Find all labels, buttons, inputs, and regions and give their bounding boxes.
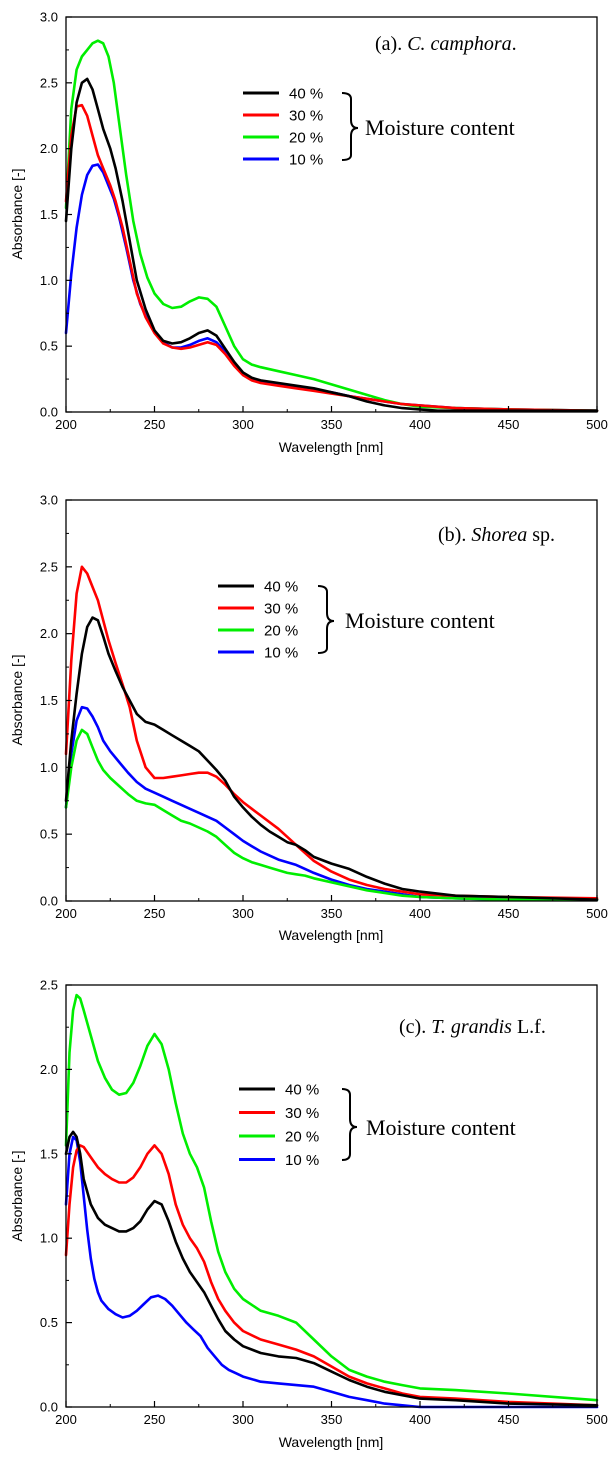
y-tick-label-b-3.0: 3.0 bbox=[40, 493, 58, 508]
panel-title-species-b: Shorea bbox=[471, 524, 527, 546]
y-tick-label-b-2.0: 2.0 bbox=[40, 626, 58, 641]
y-axis-label-c: Absorbance [-] bbox=[9, 1150, 25, 1241]
y-tick-label-b-1.5: 1.5 bbox=[40, 693, 58, 708]
y-tick-label-b-1.0: 1.0 bbox=[40, 760, 58, 775]
legend-label-a-30pct: 30 % bbox=[289, 108, 323, 125]
legend-label-a-40pct: 40 % bbox=[289, 86, 323, 103]
panel-title-b: (b). Shorea sp. bbox=[438, 524, 555, 546]
series-line-b-20pct bbox=[64, 728, 599, 902]
y-axis-label-a: Absorbance [-] bbox=[9, 168, 25, 259]
y-tick-label-a-2.0: 2.0 bbox=[40, 141, 58, 156]
panel-title-suffix-a: . bbox=[512, 33, 517, 55]
moisture-content-label-c: Moisture content bbox=[366, 1115, 516, 1140]
x-tick-label-b-350: 350 bbox=[321, 906, 343, 921]
x-tick-label-b-200: 200 bbox=[55, 906, 77, 921]
legend-a: 40 % 30 % 20 % 10 % bbox=[243, 86, 323, 169]
series-line-c-40pct bbox=[64, 1130, 599, 1407]
series-line-b-40pct bbox=[64, 616, 599, 902]
panel-title-c: (c). T. grandis L.f. bbox=[399, 1016, 546, 1038]
legend-c: 40 % 30 % 20 % 10 % bbox=[239, 1082, 319, 1169]
legend-brace-c bbox=[341, 1088, 358, 1161]
panel-title-species-c: T. grandis bbox=[431, 1016, 512, 1038]
y-tick-label-c-2.0: 2.0 bbox=[40, 1062, 58, 1077]
legend-brace-b bbox=[317, 585, 335, 654]
y-tick-label-b-0.5: 0.5 bbox=[40, 827, 58, 842]
x-tick-label-b-400: 400 bbox=[409, 906, 431, 921]
x-tick-label-c-500: 500 bbox=[586, 1412, 608, 1427]
panel-title-species-a: C. camphora bbox=[407, 33, 511, 55]
x-tick-label-a-200: 200 bbox=[55, 417, 77, 432]
legend-label-b-20pct: 20 % bbox=[264, 623, 298, 640]
x-tick-label-a-300: 300 bbox=[232, 417, 254, 432]
series-line-b-30pct bbox=[64, 565, 599, 900]
y-tick-label-a-3.0: 3.0 bbox=[40, 10, 58, 25]
series-line-a-10pct bbox=[64, 163, 599, 413]
y-tick-label-a-2.5: 2.5 bbox=[40, 75, 58, 90]
y-tick-label-c-2.5: 2.5 bbox=[40, 978, 58, 993]
y-tick-label-c-1.5: 1.5 bbox=[40, 1146, 58, 1161]
chart-panel-b: 200 250 300 350 400 450 500 0.0 0.5 1.0 1.5 2.0 2.5 3… bbox=[0, 489, 612, 977]
x-tick-label-b-250: 250 bbox=[144, 906, 166, 921]
moisture-content-label-a: Moisture content bbox=[365, 115, 515, 140]
series-line-c-20pct bbox=[64, 993, 599, 1402]
y-tick-label-b-2.5: 2.5 bbox=[40, 559, 58, 574]
plot-frame-a bbox=[65, 16, 598, 413]
y-tick-label-b-0.0: 0.0 bbox=[40, 894, 58, 909]
legend-label-a-20pct: 20 % bbox=[289, 130, 323, 147]
y-tick-label-a-0.0: 0.0 bbox=[40, 405, 58, 420]
panel-title-prefix-b: (b). bbox=[438, 524, 471, 546]
series-line-a-30pct bbox=[64, 103, 599, 413]
chart-panel-c: 200 250 300 350 400 450 500 0.0 0.5 1.0 1.5 2.0 2.5 … bbox=[0, 977, 612, 1465]
y-tick-label-c-0.0: 0.0 bbox=[40, 1400, 58, 1415]
x-tick-label-a-350: 350 bbox=[321, 417, 343, 432]
legend-label-b-40pct: 40 % bbox=[264, 579, 298, 596]
x-tick-label-c-450: 450 bbox=[498, 1412, 520, 1427]
legend-label-c-10pct: 10 % bbox=[285, 1152, 319, 1169]
y-tick-label-c-1.0: 1.0 bbox=[40, 1231, 58, 1246]
panel-title-a: (a). C. camphora. bbox=[375, 33, 517, 55]
legend-label-b-30pct: 30 % bbox=[264, 601, 298, 618]
chart-c-svg: 200 250 300 350 400 450 5000.00.51.01.52.02.5 … bbox=[9, 978, 608, 1451]
x-axis-label-a: Wavelength [nm] bbox=[279, 439, 384, 455]
x-axis-label-c: Wavelength [nm] bbox=[279, 1434, 384, 1450]
chart-b-svg: 200 250 300 350 400 450 500 0.0 0.5 1.0 1.5 2.0 2.5 3… bbox=[9, 493, 608, 944]
legend-b: 40 % 30 % 20 % 10 % bbox=[218, 579, 298, 662]
x-tick-label-b-500: 500 bbox=[586, 906, 608, 921]
x-tick-label-a-450: 450 bbox=[498, 417, 520, 432]
legend-brace-a bbox=[341, 92, 359, 161]
legend-label-b-10pct: 10 % bbox=[264, 645, 298, 662]
panel-title-suffix-b: sp. bbox=[527, 524, 555, 546]
x-tick-label-a-400: 400 bbox=[409, 417, 431, 432]
x-tick-label-c-350: 350 bbox=[321, 1412, 343, 1427]
y-axis-label-b: Absorbance [-] bbox=[9, 654, 25, 745]
legend-label-a-10pct: 10 % bbox=[289, 152, 323, 169]
plot-frame-b bbox=[65, 499, 598, 902]
x-tick-label-b-300: 300 bbox=[232, 906, 254, 921]
y-tick-label-a-0.5: 0.5 bbox=[40, 339, 58, 354]
x-tick-label-b-450: 450 bbox=[498, 906, 520, 921]
x-tick-label-c-250: 250 bbox=[144, 1412, 166, 1427]
moisture-content-label-b: Moisture content bbox=[345, 608, 495, 633]
panel-title-prefix-a: (a). bbox=[375, 33, 407, 55]
series-line-c-30pct bbox=[64, 1144, 599, 1407]
y-tick-label-a-1.0: 1.0 bbox=[40, 273, 58, 288]
series-line-c-10pct bbox=[64, 1135, 599, 1409]
chart-a-svg: 200 250 300 350 400 450 500 0.0 0.5 1.0 1.5 2.0 2.5 3… bbox=[9, 10, 608, 456]
chart-panel-a: 200 250 300 350 400 450 500 0.0 0.5 1.0 1.5 2.0 2.5 3… bbox=[0, 0, 612, 488]
x-axis-label-b: Wavelength [nm] bbox=[279, 927, 384, 943]
series-line-a-20pct bbox=[64, 39, 599, 413]
series-line-a-40pct bbox=[64, 77, 599, 413]
x-tick-label-c-400: 400 bbox=[409, 1412, 431, 1427]
x-tick-label-c-200: 200 bbox=[55, 1412, 77, 1427]
legend-label-c-30pct: 30 % bbox=[285, 1105, 319, 1122]
y-tick-label-a-1.5: 1.5 bbox=[40, 207, 58, 222]
legend-label-c-40pct: 40 % bbox=[285, 1082, 319, 1099]
y-tick-label-c-0.5: 0.5 bbox=[40, 1315, 58, 1330]
panel-title-suffix-c: L.f. bbox=[512, 1016, 546, 1038]
x-tick-label-a-250: 250 bbox=[144, 417, 166, 432]
x-tick-label-c-300: 300 bbox=[232, 1412, 254, 1427]
x-tick-label-a-500: 500 bbox=[586, 417, 608, 432]
legend-label-c-20pct: 20 % bbox=[285, 1129, 319, 1146]
panel-title-prefix-c: (c). bbox=[399, 1016, 431, 1038]
